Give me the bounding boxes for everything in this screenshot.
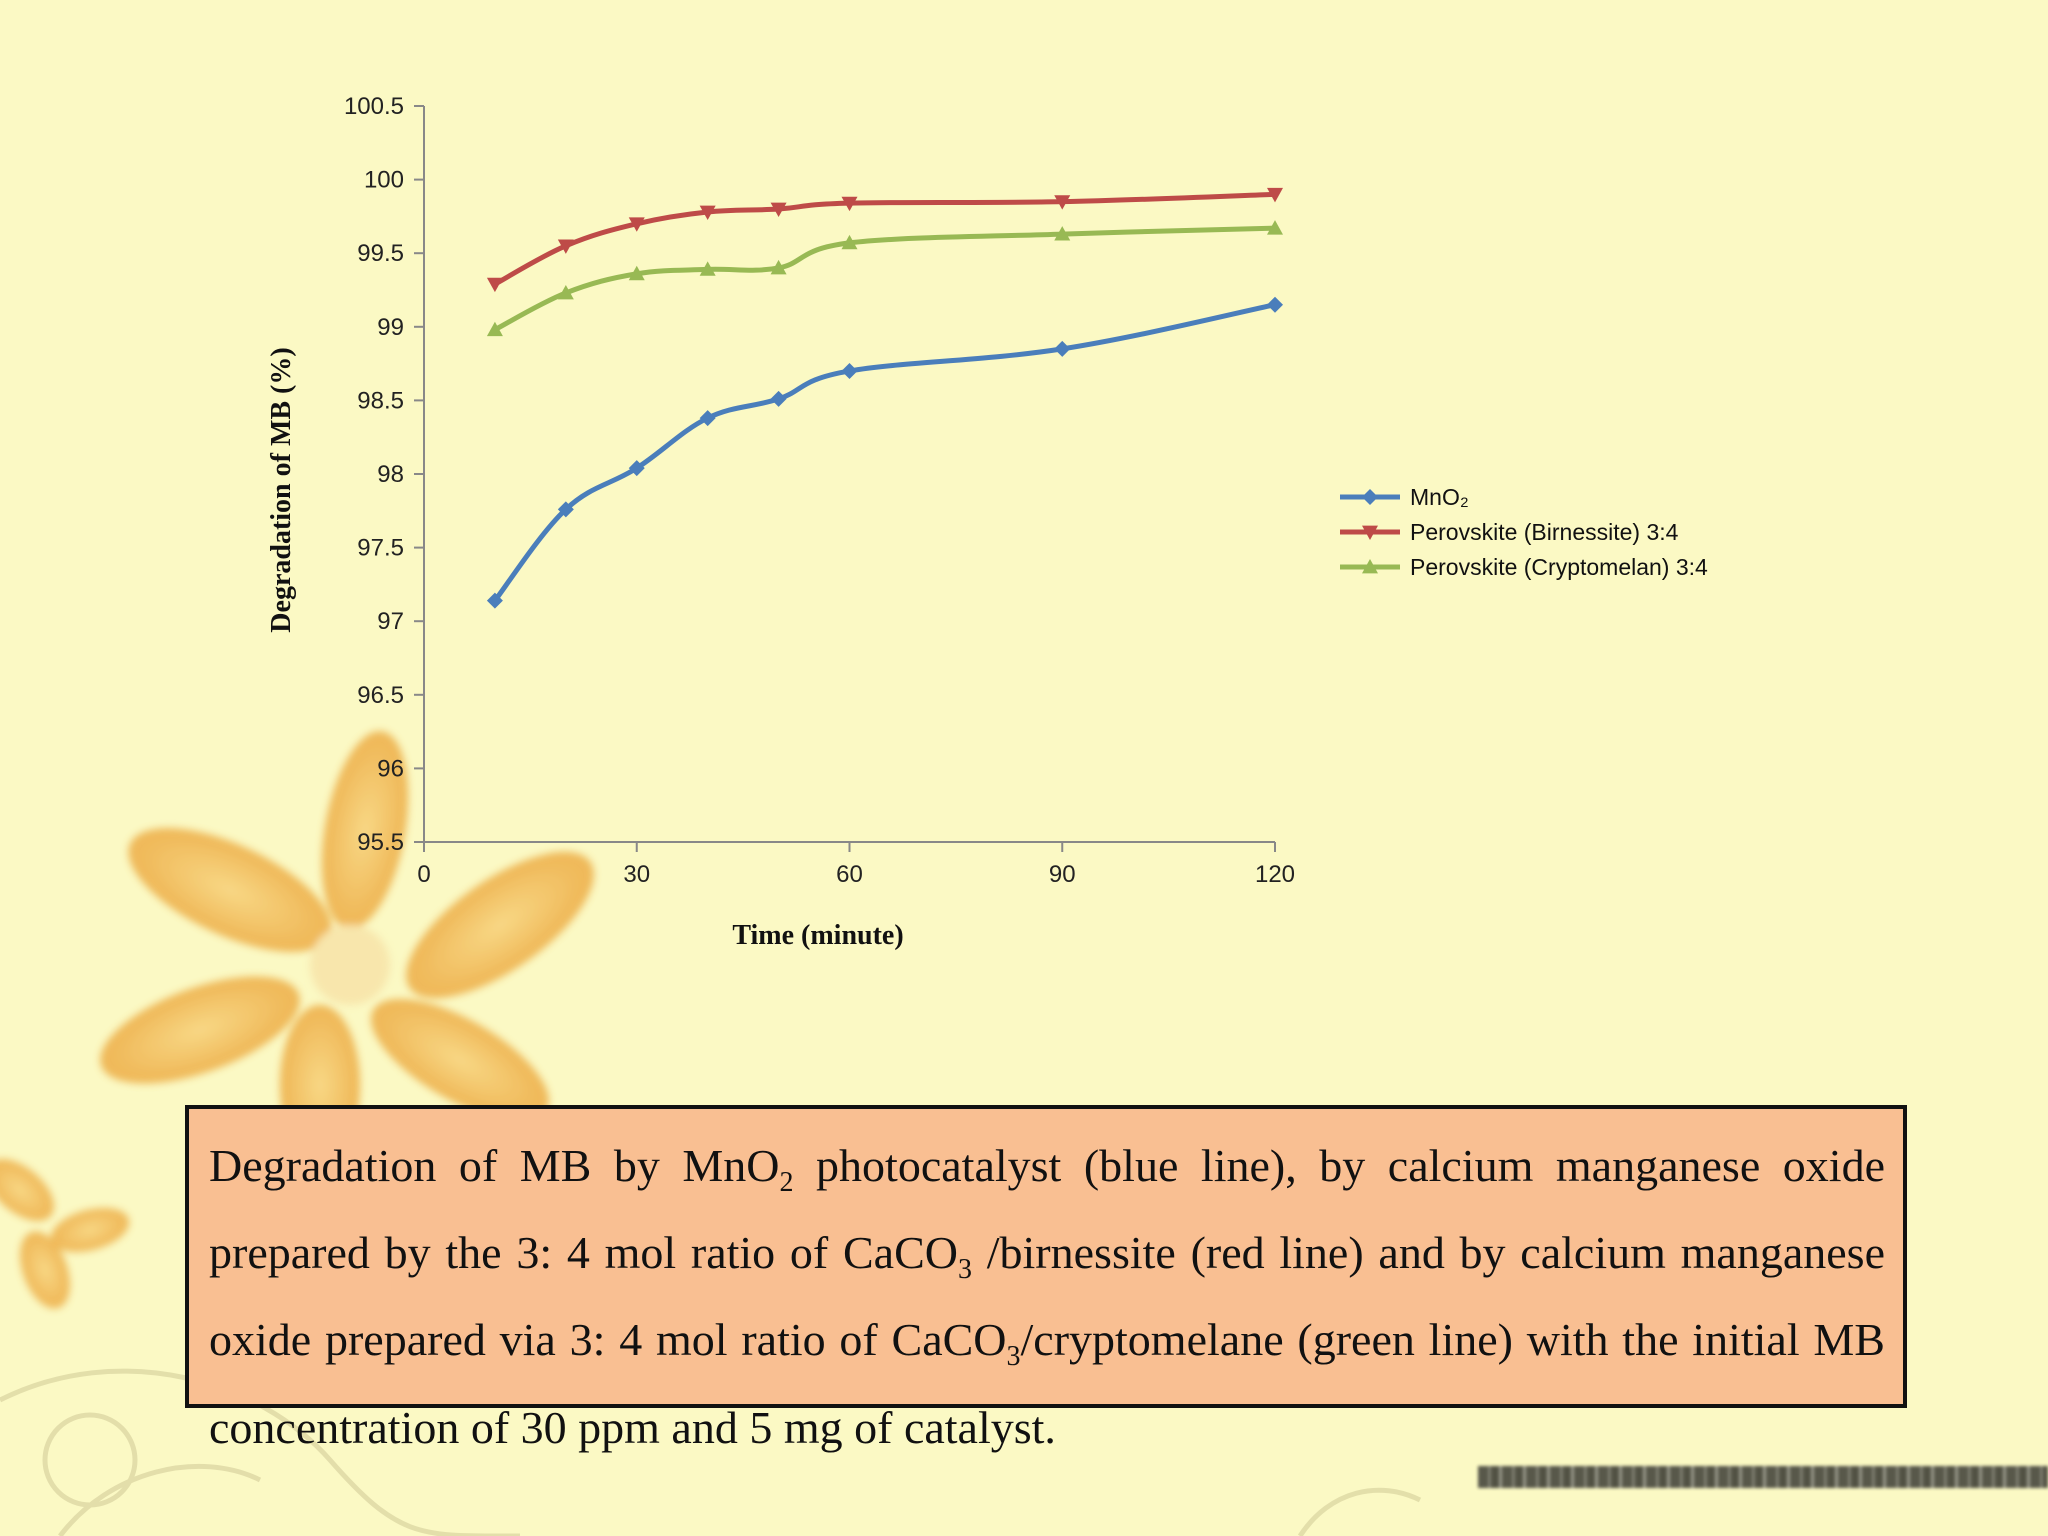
y-tick-label: 100 [364,167,404,194]
x-tick-label: 60 [836,861,863,888]
data-point-birnessite [557,239,574,254]
legend-marker-birnessite [1362,525,1378,540]
y-tick-label: 96 [377,755,404,782]
legend-item-mno2: MnO₂ [1340,484,1469,510]
caption-sub-3: 3 [1006,1341,1021,1373]
data-point-birnessite [628,217,645,232]
series-layer [486,187,1283,609]
data-point-birnessite [1267,187,1283,203]
series-birnessite [486,187,1283,293]
caption-box: Degradation of MB by MnO2 photocatalyst … [185,1105,1907,1453]
x-tick-label: 90 [1049,861,1076,888]
legend-item-cryptomelan: Perovskite (Cryptomelan) 3:4 [1340,554,1708,580]
data-point-cryptomelan [486,321,503,337]
y-tick-label: 98.5 [357,387,404,414]
y-tick-label: 97 [377,608,404,635]
caption-text-4: /cryptomelane (green line) with the init… [209,1314,1885,1453]
y-tick-label: 97.5 [357,535,404,562]
data-point-birnessite [841,196,858,212]
data-point-cryptomelan [770,259,787,275]
y-tick-label: 96.5 [357,682,404,709]
data-point-mno2 [1054,340,1071,357]
legend-item-birnessite: Perovskite (Birnessite) 3:4 [1340,519,1679,545]
legend-marker-cryptomelan [1362,559,1378,574]
series-mno2 [486,296,1283,609]
data-point-cryptomelan [1267,220,1283,235]
y-tick-label: 100.5 [344,93,404,120]
series-cryptomelan [486,220,1283,337]
x-axis-title: Time (minute) [732,920,903,951]
caption-text-1: Degradation of MB by MnO [209,1140,780,1191]
series-line-mno2 [492,302,1278,604]
data-point-birnessite [699,205,716,220]
data-point-mno2 [699,410,716,427]
y-axis-ticks: 95.5 96 96.5 97 97.5 98 98.5 99 99.5 100 100.5 [344,93,424,856]
caption-sub-2: 3 [958,1254,972,1286]
y-tick-label: 98 [377,461,404,488]
data-point-mno2 [557,501,574,518]
data-point-mno2 [1267,296,1283,313]
caption-text-3: /birnessite (red line) and by calcium ma… [209,1227,1885,1366]
caption-sub-1: 2 [779,1167,794,1199]
caption-text-2: photocatalyst (blue line), by calcium ma… [209,1140,1885,1279]
data-point-mno2 [770,390,787,407]
data-point-mno2 [628,460,645,477]
series-line-cryptomelan [492,225,1278,333]
data-point-cryptomelan [557,284,574,300]
y-tick-label: 95.5 [357,829,404,856]
y-tick-label: 99 [377,314,404,341]
legend-label-mno2: MnO₂ [1410,484,1469,510]
y-axis-title: Degradation of MB (%) [266,347,297,632]
data-point-birnessite [486,277,503,293]
website-watermark [1478,1466,2048,1488]
legend-label-cryptomelan: Perovskite (Cryptomelan) 3:4 [1410,554,1708,580]
legend-marker-mno2 [1362,489,1378,505]
y-tick-label: 99.5 [357,240,404,267]
data-point-cryptomelan [699,261,716,276]
data-point-birnessite [770,202,787,218]
data-point-mno2 [841,362,858,379]
x-tick-label: 30 [623,861,650,888]
data-point-cryptomelan [1054,226,1071,241]
legend-label-birnessite: Perovskite (Birnessite) 3:4 [1410,519,1679,545]
x-tick-label: 0 [417,861,430,888]
x-axis-ticks: 0 30 60 90 120 [417,842,1295,888]
x-tick-label: 120 [1255,861,1295,888]
data-point-birnessite [1054,195,1071,210]
data-point-cryptomelan [841,234,858,250]
data-point-cryptomelan [628,265,645,281]
data-point-mno2 [486,592,503,609]
legend: MnO₂ Perovskite (Birnessite) 3:4 Perovskit… [1340,484,1708,580]
